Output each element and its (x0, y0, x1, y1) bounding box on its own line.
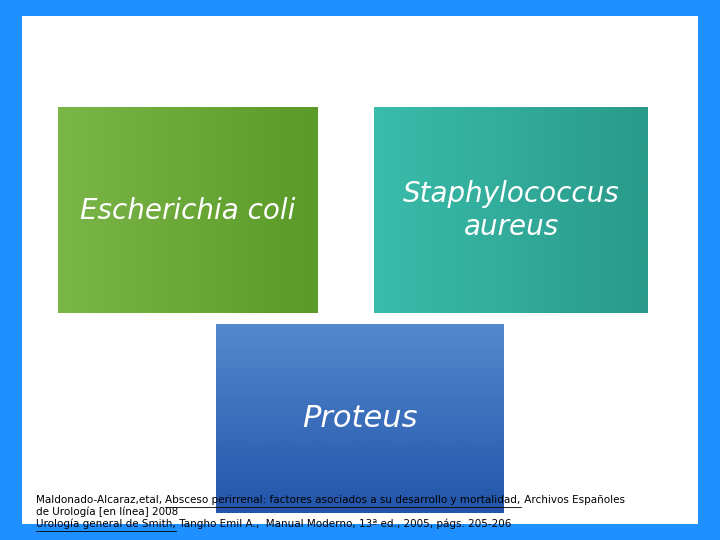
Text: Archivos Españoles: Archivos Españoles (521, 495, 625, 505)
Text: Urología general de Smith,: Urología general de Smith, (36, 519, 176, 529)
Text: Maldonado-Alcaraz,etal,: Maldonado-Alcaraz,etal, (36, 495, 166, 505)
Text: Escherichia coli: Escherichia coli (79, 197, 295, 225)
Text: Staphylococcus
aureus: Staphylococcus aureus (402, 180, 620, 241)
Text: Proteus: Proteus (302, 404, 418, 433)
Text: de Urología [en línea] 2008: de Urología [en línea] 2008 (36, 507, 179, 517)
Text: Absceso perirrenal: factores asociados a su desarrollo y mortalidad,: Absceso perirrenal: factores asociados a… (166, 495, 521, 505)
Text: Tangho Emil A.,  Manual Moderno, 13ª ed., 2005, págs. 205-206: Tangho Emil A., Manual Moderno, 13ª ed.,… (176, 519, 511, 529)
